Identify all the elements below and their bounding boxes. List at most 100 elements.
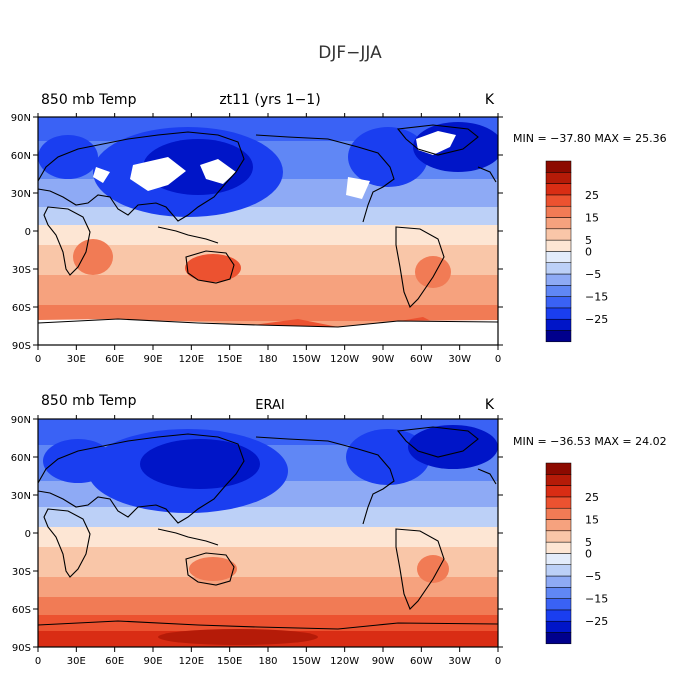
colorbar-swatch bbox=[545, 160, 572, 173]
colorbar-swatch bbox=[545, 620, 572, 633]
lon-tick-label: 0 bbox=[495, 354, 501, 365]
panel-case-label: ERAI bbox=[255, 398, 284, 413]
colorbar-swatch bbox=[545, 485, 572, 498]
lon-tick-label: 180 bbox=[258, 656, 277, 667]
colorbar-swatch bbox=[545, 530, 572, 543]
longitude-axis: 0 30E 60E 90E 120E 150E 180 150W 120W 90W 60W 30W 0 bbox=[35, 113, 501, 365]
colorbar-label: 15 bbox=[585, 212, 599, 225]
lat-tick-label: 60S bbox=[12, 303, 31, 314]
min-max-label: MIN = −36.53 MAX = 24.02 bbox=[513, 435, 667, 448]
lat-tick-label: 0 bbox=[25, 529, 31, 540]
lon-tick-label: 30W bbox=[448, 656, 471, 667]
colorbar-swatch bbox=[545, 318, 572, 331]
lon-tick-label: 120E bbox=[179, 656, 204, 667]
colorbar-label: −25 bbox=[585, 313, 608, 326]
lat-tick-label: 60N bbox=[11, 151, 31, 162]
missing-data-mask bbox=[38, 131, 498, 345]
longitude-axis: 0 30E 60E 90E 120E 150E 180 150W 120W 90W 60W 30W 0 bbox=[35, 415, 501, 667]
colorbar-swatch bbox=[545, 507, 572, 520]
lat-tick-label: 90S bbox=[12, 341, 31, 352]
colorbar-swatch bbox=[545, 273, 572, 286]
lon-tick-label: 120W bbox=[330, 656, 359, 667]
panel-variable-label: 850 mb Temp bbox=[41, 92, 137, 108]
lon-tick-label: 150W bbox=[292, 354, 321, 365]
colorbar-swatch bbox=[545, 462, 572, 475]
min-max-label: MIN = −37.80 MAX = 25.36 bbox=[513, 132, 667, 145]
lon-tick-label: 90W bbox=[372, 656, 395, 667]
colorbar: 25 15 50 −5 −15 −25 bbox=[545, 160, 608, 343]
colorbar-label: −25 bbox=[585, 615, 608, 628]
lat-tick-label: 90N bbox=[11, 113, 31, 124]
lon-tick-label: 150E bbox=[217, 656, 242, 667]
temperature-field bbox=[38, 419, 498, 647]
lon-tick-label: 60E bbox=[105, 354, 124, 365]
lat-tick-label: 30S bbox=[12, 265, 31, 276]
lon-tick-label: 30E bbox=[67, 354, 86, 365]
latitude-axis: 90N 60N 30N 0 30S 60S 90S bbox=[11, 113, 503, 352]
panel-variable-label: 850 mb Temp bbox=[41, 393, 137, 409]
lon-tick-label: 0 bbox=[35, 656, 41, 667]
lat-tick-label: 30N bbox=[11, 189, 31, 200]
colorbar-swatch bbox=[545, 307, 572, 320]
lat-tick-label: 0 bbox=[25, 227, 31, 238]
colorbar-label: −5 bbox=[585, 570, 601, 583]
colorbar-swatch bbox=[545, 183, 572, 196]
colorbar-swatch bbox=[545, 285, 572, 297]
figure-title: DJF−JJA bbox=[318, 43, 382, 63]
panel-case-label: zt11 (yrs 1−1) bbox=[219, 92, 320, 108]
panel-units-label: K bbox=[485, 92, 495, 108]
latitude-axis: 90N 60N 30N 0 30S 60S 90S bbox=[11, 415, 503, 654]
colorbar-label: 0 bbox=[585, 245, 592, 258]
lon-tick-label: 180 bbox=[258, 354, 277, 365]
colorbar-label: −15 bbox=[585, 593, 608, 606]
colorbar-swatch bbox=[545, 598, 572, 611]
colorbar-swatch bbox=[545, 296, 572, 309]
colorbar-swatch bbox=[545, 228, 572, 241]
colorbar-swatch bbox=[545, 632, 572, 645]
lon-tick-label: 90W bbox=[372, 354, 395, 365]
lat-tick-label: 60N bbox=[11, 453, 31, 464]
lon-tick-label: 0 bbox=[35, 354, 41, 365]
colorbar-label: 0 bbox=[585, 547, 592, 560]
lon-tick-label: 0 bbox=[495, 656, 501, 667]
temperature-field bbox=[38, 117, 498, 345]
colorbar-swatch bbox=[545, 564, 572, 577]
coastlines bbox=[37, 124, 499, 328]
colorbar-swatch bbox=[545, 194, 572, 207]
colorbar-label: −5 bbox=[585, 268, 601, 281]
colorbar-swatch bbox=[545, 251, 572, 263]
lon-tick-label: 30W bbox=[448, 354, 471, 365]
colorbar-label: −15 bbox=[585, 291, 608, 304]
colorbar-swatch bbox=[545, 496, 572, 509]
colorbar-swatch bbox=[545, 330, 572, 343]
lat-tick-label: 30S bbox=[12, 567, 31, 578]
map-panel-model: 850 mb Temp zt11 (yrs 1−1) K MIN = −37.8… bbox=[11, 92, 667, 365]
colorbar-swatch bbox=[545, 575, 572, 588]
lat-tick-label: 30N bbox=[11, 491, 31, 502]
colorbar-label: 25 bbox=[585, 491, 599, 504]
colorbar-swatch bbox=[545, 519, 572, 532]
panel-units-label: K bbox=[485, 397, 495, 413]
colorbar-swatch bbox=[545, 553, 572, 565]
lon-tick-label: 120E bbox=[179, 354, 204, 365]
lon-tick-label: 30E bbox=[67, 656, 86, 667]
lon-tick-label: 150W bbox=[292, 656, 321, 667]
coastlines bbox=[37, 426, 499, 630]
lon-tick-label: 60E bbox=[105, 656, 124, 667]
colorbar-swatch bbox=[545, 609, 572, 622]
lon-tick-label: 90E bbox=[143, 354, 162, 365]
map-panel-reanalysis: 850 mb Temp ERAI K MIN = −36.53 MAX = 24… bbox=[11, 393, 667, 667]
colorbar-label: 15 bbox=[585, 514, 599, 527]
colorbar-swatch bbox=[545, 474, 572, 486]
lon-tick-label: 60W bbox=[410, 354, 433, 365]
colorbar-label: 5 bbox=[585, 536, 592, 549]
colorbar-swatch bbox=[545, 172, 572, 184]
colorbar-swatch bbox=[545, 587, 572, 599]
colorbar-swatch bbox=[545, 541, 572, 554]
lat-tick-label: 90N bbox=[11, 415, 31, 426]
colorbar-label: 25 bbox=[585, 189, 599, 202]
colorbar: 25 15 50 −5 −15 −25 bbox=[545, 462, 608, 645]
lat-tick-label: 60S bbox=[12, 605, 31, 616]
colorbar-swatch bbox=[545, 217, 572, 230]
